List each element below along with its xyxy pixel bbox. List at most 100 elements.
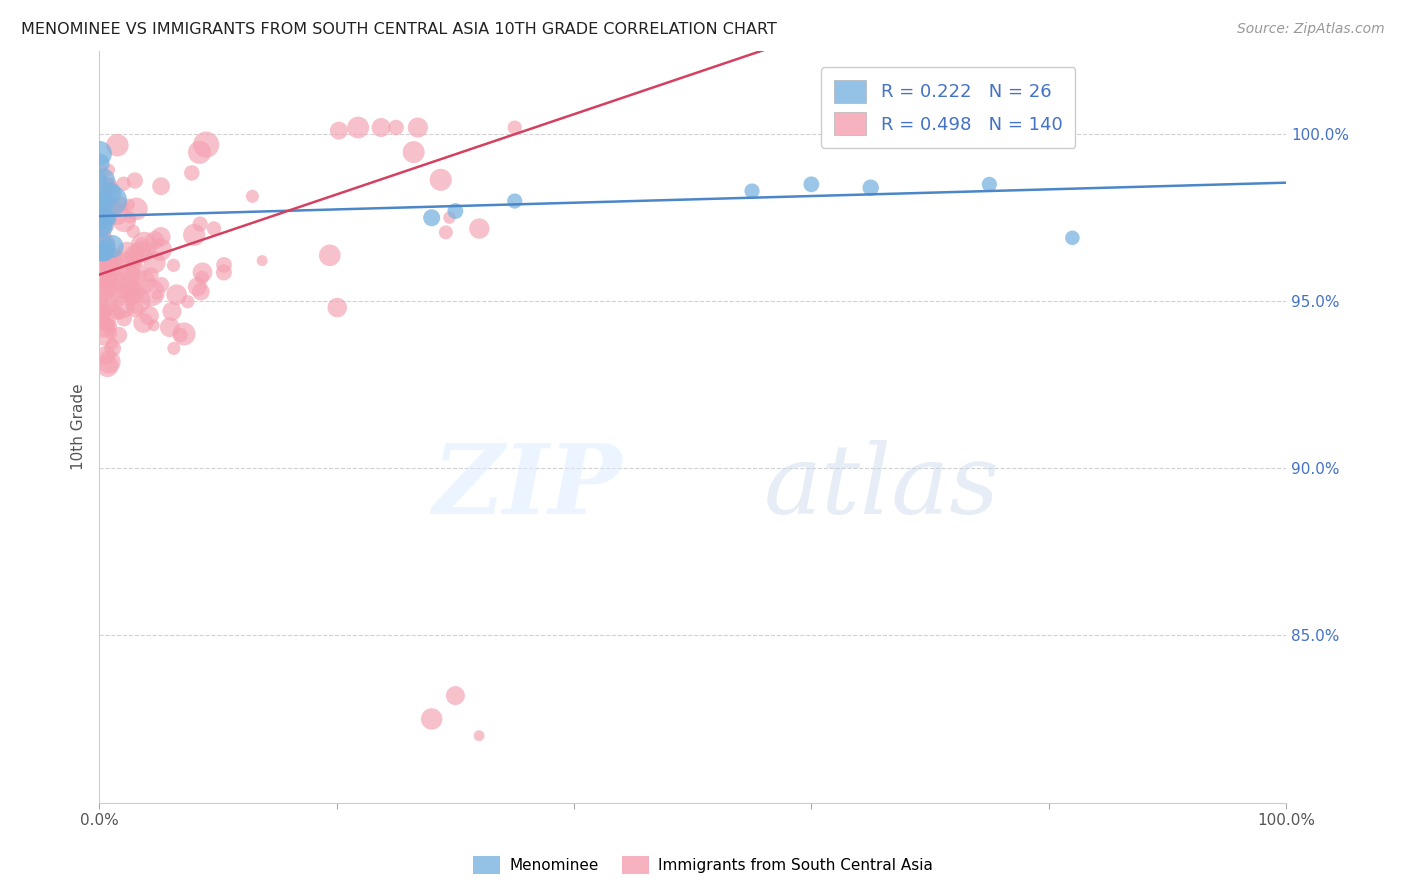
Point (166, 287, 188, 301)
Point (90, 262, 112, 277)
Point (94, 314, 117, 328)
Point (159, 320, 181, 334)
Point (108, 306, 131, 320)
Point (146, 288, 169, 302)
Text: atlas: atlas (763, 440, 1000, 533)
Point (97, 277, 120, 292)
Point (169, 328, 191, 343)
Point (93, 252, 115, 266)
Legend: Menominee, Immigrants from South Central Asia: Menominee, Immigrants from South Central… (467, 850, 939, 880)
Point (101, 336, 124, 351)
Point (111, 300, 134, 314)
Point (122, 285, 145, 300)
Point (125, 266, 148, 280)
Point (93, 244, 115, 259)
Point (96, 254, 118, 268)
Point (94, 204, 117, 219)
Point (90, 211, 112, 225)
Point (93, 328, 115, 343)
Point (319, 248, 342, 262)
Point (96, 359, 118, 373)
Point (139, 285, 162, 300)
Point (112, 311, 135, 326)
Point (97, 178, 120, 193)
Point (90, 244, 112, 259)
Point (98, 355, 121, 369)
Point (121, 291, 143, 305)
Point (195, 137, 218, 152)
Point (105, 138, 128, 153)
Point (89, 228, 111, 243)
Point (186, 280, 208, 294)
Point (91, 306, 114, 320)
Point (96, 258, 118, 272)
Point (122, 252, 145, 266)
Point (89, 219, 111, 233)
Point (114, 258, 136, 272)
Point (385, 120, 408, 135)
Point (139, 268, 162, 282)
Point (163, 342, 186, 356)
Point (429, 173, 451, 187)
Point (143, 255, 166, 269)
Point (115, 285, 138, 299)
Text: Source: ZipAtlas.com: Source: ZipAtlas.com (1237, 22, 1385, 37)
Point (90, 172, 112, 186)
Point (406, 120, 429, 135)
Point (127, 293, 149, 308)
Point (150, 277, 173, 292)
Point (124, 301, 146, 316)
Point (105, 207, 128, 221)
Point (468, 221, 491, 235)
Point (444, 689, 467, 703)
Point (177, 294, 200, 309)
Point (91, 267, 114, 281)
Point (115, 245, 138, 260)
Point (105, 275, 128, 289)
Point (120, 268, 142, 282)
Point (97, 318, 120, 332)
Point (94, 211, 117, 225)
Point (503, 120, 526, 135)
Point (132, 316, 155, 330)
Point (107, 293, 129, 308)
Point (96, 203, 118, 218)
Point (122, 248, 145, 262)
Point (122, 224, 145, 238)
Point (420, 712, 443, 726)
Point (100, 278, 122, 293)
Point (112, 177, 135, 191)
Point (191, 265, 214, 279)
Point (89, 146, 111, 161)
Point (91, 285, 114, 300)
Point (108, 328, 131, 343)
Point (101, 239, 124, 253)
Y-axis label: 10th Grade: 10th Grade (72, 384, 86, 470)
Point (96, 211, 118, 226)
Point (129, 245, 152, 260)
Point (93, 172, 115, 186)
Point (183, 227, 205, 242)
Point (468, 729, 491, 743)
Point (108, 197, 131, 211)
Text: MENOMINEE VS IMMIGRANTS FROM SOUTH CENTRAL ASIA 10TH GRADE CORRELATION CHART: MENOMINEE VS IMMIGRANTS FROM SOUTH CENTR… (21, 22, 778, 37)
Point (741, 184, 763, 198)
Point (859, 180, 882, 194)
Point (420, 211, 443, 225)
Point (101, 201, 124, 215)
Point (150, 179, 173, 194)
Point (142, 318, 165, 333)
Point (800, 178, 823, 192)
Point (402, 145, 425, 160)
Point (110, 269, 132, 284)
Point (347, 120, 370, 135)
Point (91, 264, 114, 278)
Point (91, 242, 114, 256)
Point (118, 197, 141, 211)
Point (111, 281, 134, 295)
Point (202, 221, 225, 235)
Point (89, 156, 111, 170)
Point (100, 326, 122, 340)
Point (91, 196, 114, 211)
Point (90, 211, 112, 226)
